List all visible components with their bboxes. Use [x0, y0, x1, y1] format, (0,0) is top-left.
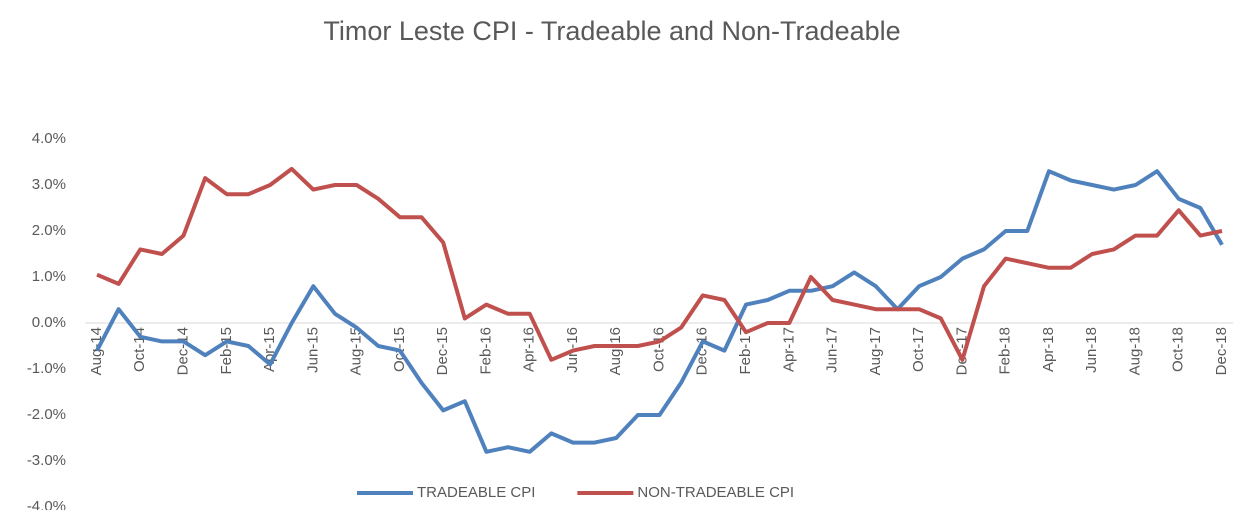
y-tick-label: 2.0%: [32, 222, 66, 239]
x-tick-label: Dec-16: [694, 327, 711, 375]
x-tick-label: Aug-14: [88, 327, 105, 375]
y-tick-label: -1.0%: [27, 360, 66, 377]
series-line: [96, 166, 1223, 362]
y-tick-label: 4.0%: [32, 130, 66, 147]
x-tick-label: Aug-17: [867, 327, 884, 375]
y-tick-label: -2.0%: [27, 406, 66, 423]
x-tick-label: Feb-17: [737, 327, 754, 375]
x-tick-label: Feb-15: [218, 327, 235, 375]
y-tick-label: -3.0%: [27, 452, 66, 469]
x-tick-label: Feb-18: [997, 327, 1014, 375]
x-tick-label: Oct-16: [650, 327, 667, 372]
x-tick-label: Jun-18: [1083, 327, 1100, 373]
y-tick-label: 1.0%: [32, 268, 66, 285]
x-tick-label: Jun-17: [824, 327, 841, 373]
x-tick-label: Aug-18: [1126, 327, 1143, 375]
x-tick-label: Jun-15: [304, 327, 321, 373]
chart-title: Timor Leste CPI - Tradeable and Non-Trad…: [323, 16, 900, 46]
x-tick-label: Dec-17: [953, 327, 970, 375]
x-tick-label: Dec-15: [434, 327, 451, 375]
x-tick-label: Feb-16: [477, 327, 494, 375]
x-tick-label: Aug-16: [607, 327, 624, 375]
y-tick-label: 0.0%: [32, 314, 66, 331]
legend-label: NON-TRADEABLE CPI: [637, 484, 794, 501]
y-tick-label: -4.0%: [27, 498, 66, 510]
series-line: [95, 169, 1224, 454]
legend-label: TRADEABLE CPI: [417, 484, 535, 501]
x-tick-label: Apr-18: [1040, 327, 1057, 372]
x-tick-label: Apr-16: [521, 327, 538, 372]
x-tick-label: Oct-18: [1170, 327, 1187, 372]
x-tick-label: Dec-14: [175, 327, 192, 375]
x-tick-label: Apr-17: [780, 327, 797, 372]
x-tick-label: Aug-15: [348, 327, 365, 375]
x-tick-label: Dec-18: [1213, 327, 1230, 375]
y-tick-label: 3.0%: [32, 176, 66, 193]
x-tick-label: Oct-17: [910, 327, 927, 372]
